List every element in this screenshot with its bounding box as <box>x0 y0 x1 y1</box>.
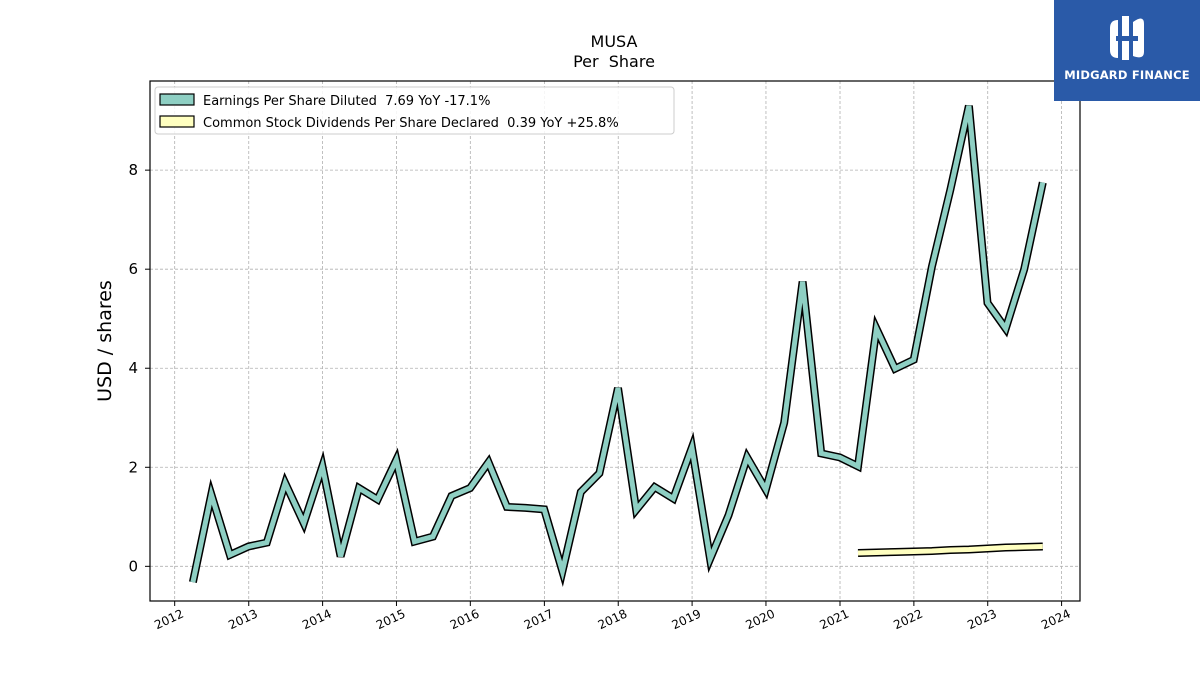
legend-label-dividends: Common Stock Dividends Per Share Declare… <box>203 116 619 131</box>
plot-frame <box>149 80 1081 602</box>
x-tick-label: 2014 <box>300 607 334 633</box>
x-tick-label: 2016 <box>448 607 482 633</box>
x-axis: 2012 2013 2014 2015 2016 2017 2018 2019 2020 2021… <box>152 601 1073 632</box>
chart-title: MUSA <box>591 32 638 51</box>
series-eps <box>188 104 1047 588</box>
logo-text: MIDGARD FINANCE <box>1064 68 1190 82</box>
y-tick-label: 2 <box>128 458 138 476</box>
y-tick-label: 8 <box>128 161 138 179</box>
x-tick-label: 2021 <box>818 607 852 633</box>
series-line <box>857 544 1043 556</box>
x-tick-label: 2022 <box>891 607 925 633</box>
x-tick-label: 2024 <box>1039 607 1073 633</box>
x-tick-label: 2015 <box>374 607 408 633</box>
series-line <box>190 105 1046 583</box>
series-dividends <box>857 542 1043 557</box>
y-axis-label: USD / shares <box>94 280 116 402</box>
y-tick-label: 6 <box>128 260 138 278</box>
chart-subtitle: Per Share <box>573 52 655 71</box>
logo-mark-icon <box>1110 16 1144 60</box>
legend-frame <box>154 86 675 135</box>
series-layer <box>188 104 1047 588</box>
x-tick-label: 2020 <box>743 607 777 633</box>
y-tick-label: 4 <box>128 359 138 377</box>
x-tick-label: 2013 <box>226 607 260 633</box>
x-tick-label: 2023 <box>965 607 999 633</box>
legend: Earnings Per Share Diluted 7.69 YoY -17.… <box>154 86 675 135</box>
grid <box>150 81 1080 601</box>
x-tick-label: 2018 <box>596 607 630 633</box>
x-tick-label: 2017 <box>522 607 556 633</box>
y-tick-label: 0 <box>128 557 138 575</box>
x-tick-label: 2019 <box>670 607 704 633</box>
legend-label-eps: Earnings Per Share Diluted 7.69 YoY -17.… <box>203 94 490 109</box>
legend-swatch-eps <box>159 93 195 106</box>
legend-swatch-dividends <box>159 115 195 128</box>
brand-logo: MIDGARD FINANCE <box>1054 0 1200 101</box>
y-axis: 0 2 4 6 8 <box>128 161 150 575</box>
x-tick-label: 2012 <box>152 607 186 633</box>
